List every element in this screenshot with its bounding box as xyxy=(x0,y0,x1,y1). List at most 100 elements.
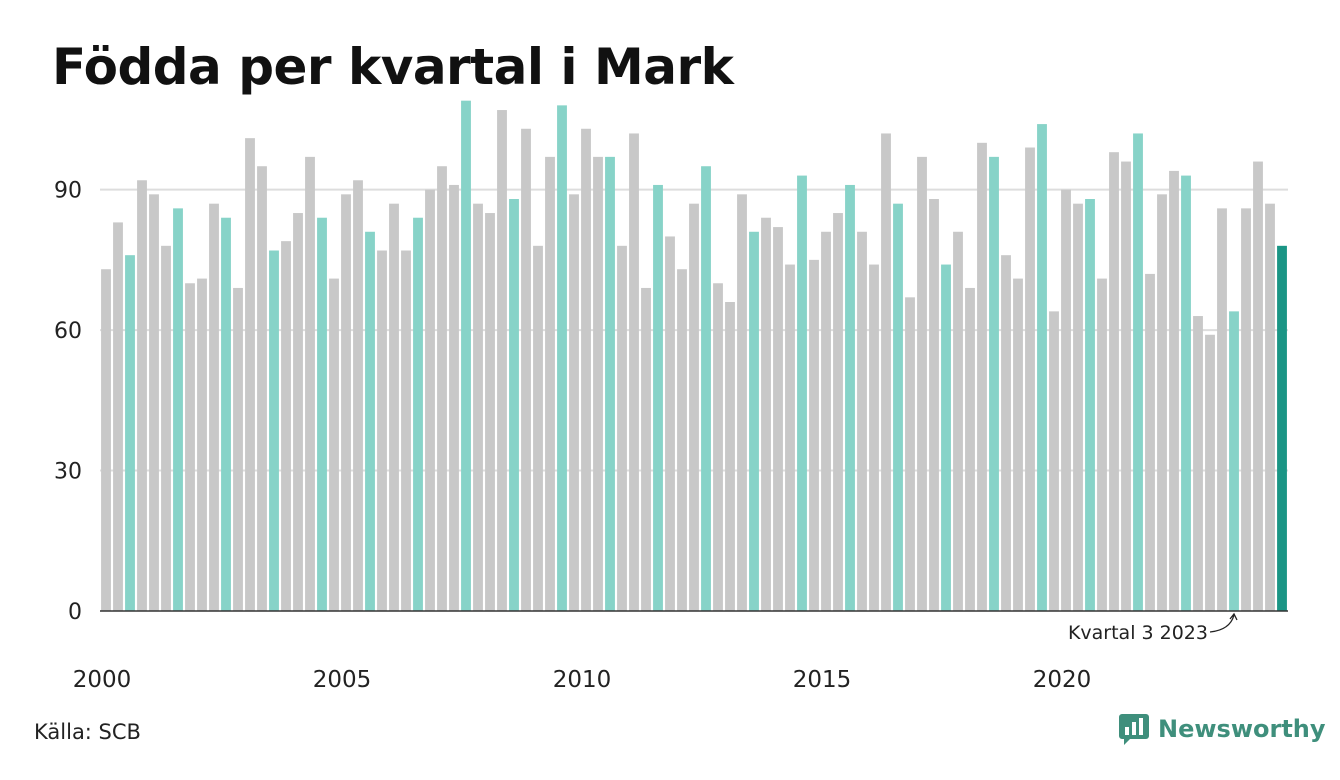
bar xyxy=(857,231,867,611)
newsworthy-logo-icon xyxy=(1119,714,1149,745)
bar xyxy=(197,278,207,611)
bar xyxy=(245,138,255,611)
bar xyxy=(1181,175,1191,611)
bar xyxy=(377,250,387,611)
bar xyxy=(473,203,483,611)
bar xyxy=(221,217,231,612)
x-tick-label: 2015 xyxy=(793,667,852,693)
bar xyxy=(209,203,219,611)
bar xyxy=(1265,203,1275,611)
bar xyxy=(989,156,999,612)
bars xyxy=(101,100,1287,612)
bar xyxy=(137,180,147,611)
bar xyxy=(461,100,471,612)
bar xyxy=(677,269,687,611)
bar xyxy=(725,302,735,611)
bar xyxy=(305,156,315,612)
bar xyxy=(1097,278,1107,611)
bar xyxy=(281,241,291,611)
bar xyxy=(449,184,459,611)
bar xyxy=(521,128,531,611)
bar xyxy=(1241,208,1251,612)
bar xyxy=(353,180,363,611)
bar xyxy=(965,287,975,611)
bar xyxy=(761,217,771,612)
bar xyxy=(1157,194,1167,611)
annotation: Kvartal 3 2023 xyxy=(1068,612,1238,644)
bar xyxy=(869,264,879,611)
bar xyxy=(1085,199,1095,611)
bar xyxy=(617,245,627,611)
chart-title: Födda per kvartal i Mark xyxy=(52,38,734,96)
bar xyxy=(593,156,603,612)
brand-name: Newsworthy xyxy=(1158,715,1326,743)
bar xyxy=(641,287,651,611)
bar xyxy=(1277,245,1287,611)
x-axis-ticks: 2000 2005 2010 2015 2020 xyxy=(73,667,1092,693)
x-tick-label: 2020 xyxy=(1033,667,1092,693)
bar xyxy=(545,156,555,612)
bar xyxy=(161,245,171,611)
bar xyxy=(629,133,639,611)
annotation-label: Kvartal 3 2023 xyxy=(1068,622,1208,644)
bar xyxy=(605,156,615,612)
y-tick-label: 90 xyxy=(54,179,82,204)
bar xyxy=(1049,311,1059,611)
bar xyxy=(1013,278,1023,611)
bar xyxy=(773,227,783,611)
x-tick-label: 2010 xyxy=(553,667,612,693)
bar xyxy=(1145,273,1155,611)
x-tick-label: 2005 xyxy=(313,667,372,693)
bar xyxy=(509,199,519,611)
bar xyxy=(533,245,543,611)
bar xyxy=(1121,161,1131,612)
bar xyxy=(665,236,675,611)
bar xyxy=(293,213,303,612)
bar xyxy=(929,199,939,611)
bar xyxy=(881,133,891,611)
y-tick-label: 0 xyxy=(68,600,82,625)
bar xyxy=(737,194,747,611)
bar xyxy=(389,203,399,611)
bar xyxy=(833,213,843,612)
bar xyxy=(413,217,423,612)
bar xyxy=(701,166,711,612)
y-tick-label: 60 xyxy=(54,319,82,344)
x-tick-label: 2000 xyxy=(73,667,132,693)
source-note: Källa: SCB xyxy=(34,720,141,744)
bar xyxy=(797,175,807,611)
y-tick-label: 30 xyxy=(54,460,82,485)
bar xyxy=(1001,255,1011,611)
bar xyxy=(569,194,579,611)
brand: Newsworthy xyxy=(1118,712,1326,746)
bar xyxy=(557,105,567,612)
bar xyxy=(917,156,927,612)
bar xyxy=(233,287,243,611)
bar xyxy=(1193,316,1203,611)
bar xyxy=(1229,311,1239,611)
bar xyxy=(977,142,987,611)
bar xyxy=(173,208,183,612)
bar xyxy=(185,283,195,611)
bar xyxy=(125,255,135,611)
bar xyxy=(1025,147,1035,611)
bar xyxy=(149,194,159,611)
bar xyxy=(905,297,915,611)
bar xyxy=(1217,208,1227,612)
bar xyxy=(785,264,795,611)
bar xyxy=(893,203,903,611)
bar xyxy=(953,231,963,611)
bar xyxy=(1133,133,1143,611)
bar xyxy=(689,203,699,611)
bar xyxy=(1253,161,1263,612)
bar xyxy=(257,166,267,612)
bar xyxy=(425,189,435,611)
bar xyxy=(1061,189,1071,611)
bar xyxy=(497,110,507,612)
bar xyxy=(1109,152,1119,611)
bar xyxy=(317,217,327,612)
bar xyxy=(113,222,123,611)
bar xyxy=(101,269,111,611)
bar xyxy=(713,283,723,611)
